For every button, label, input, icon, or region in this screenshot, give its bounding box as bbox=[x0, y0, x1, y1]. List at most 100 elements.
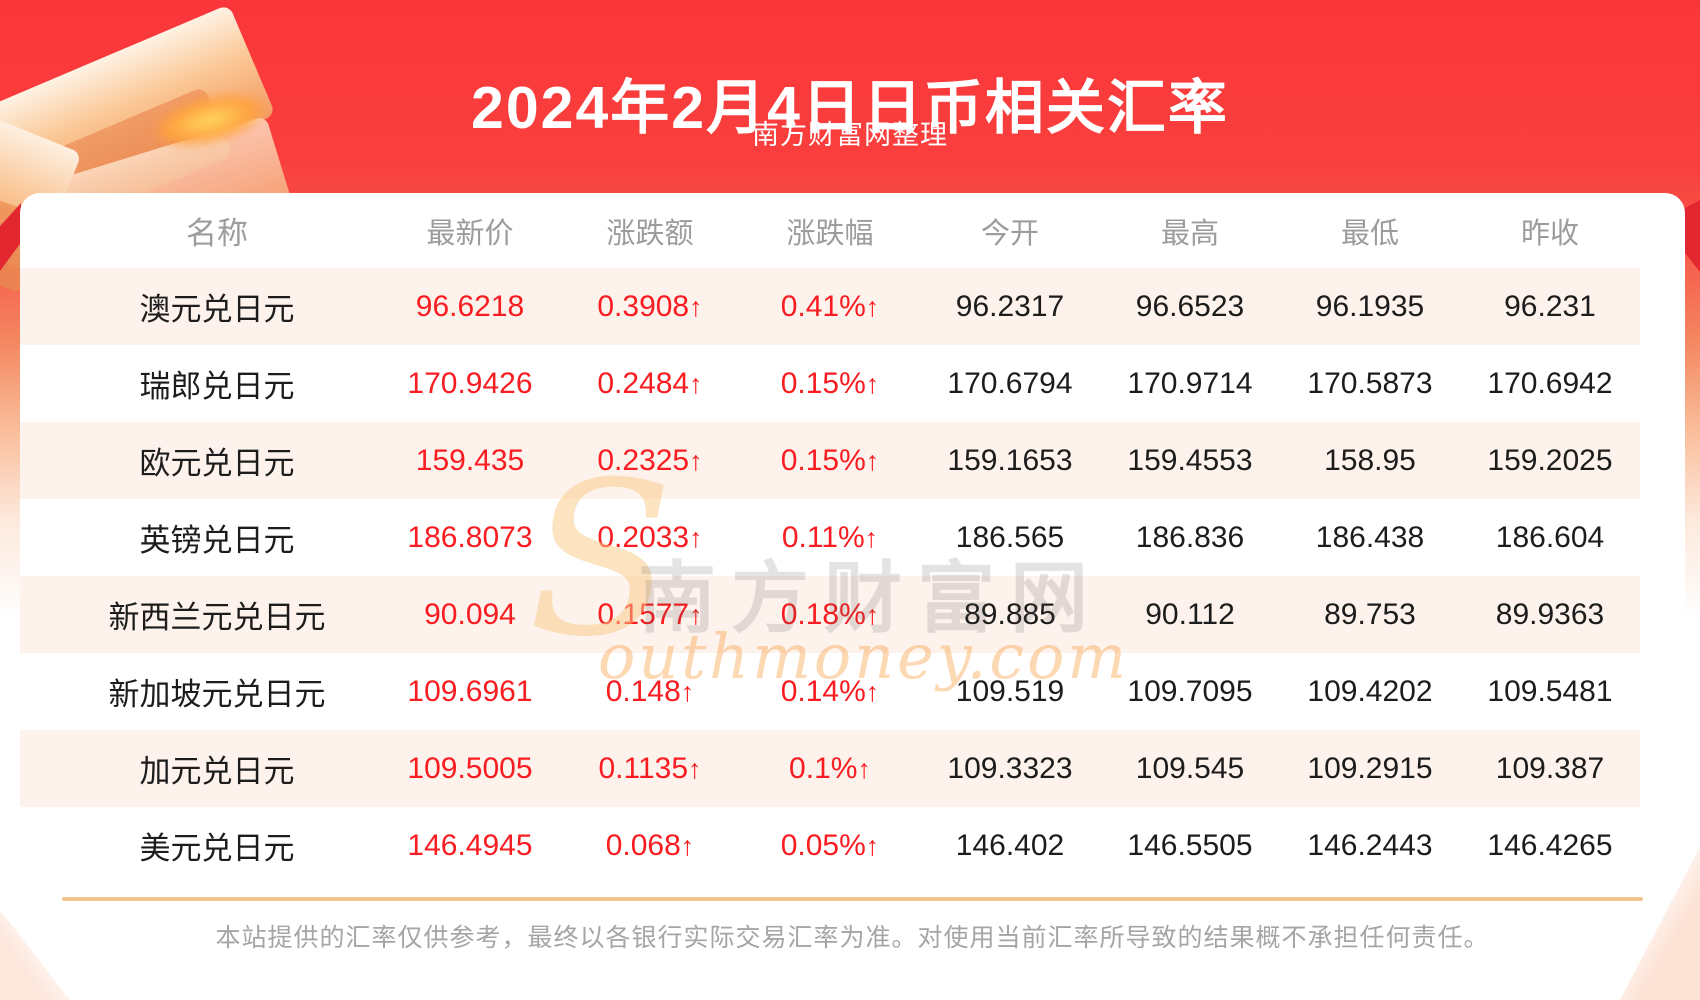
up-arrow-icon: ↑ bbox=[688, 753, 702, 784]
cell-prev-close: 96.231 bbox=[1460, 268, 1640, 345]
page-subtitle: 南方财富网整理 bbox=[752, 120, 948, 150]
cell-change: 0.2484↑ bbox=[597, 366, 703, 400]
column-header: 涨跌额 bbox=[606, 217, 694, 250]
cell-last: 159.435 bbox=[380, 422, 560, 499]
cell-high: 186.836 bbox=[1135, 520, 1245, 554]
column-header: 最新价 bbox=[426, 217, 514, 250]
cell-name: 美元兑日元 bbox=[139, 831, 295, 866]
red-ribbon-right bbox=[1684, 200, 1700, 272]
cell-prev-close: 89.9363 bbox=[1460, 576, 1640, 653]
cell-low: 158.95 bbox=[1280, 422, 1460, 499]
up-arrow-icon: ↑ bbox=[865, 368, 880, 399]
up-arrow-icon: ↑ bbox=[865, 445, 880, 476]
cell-low: 96.1935 bbox=[1280, 268, 1460, 345]
cell-high: 90.112 bbox=[1100, 576, 1280, 653]
up-arrow-icon: ↑ bbox=[864, 522, 879, 553]
cell-change: 0.1135↑ bbox=[560, 730, 740, 807]
table-row: 欧元兑日元 159.435 0.2325↑ 0.15%↑ 159.1653 159.455… bbox=[20, 422, 1640, 499]
column-header: 名称 bbox=[186, 216, 248, 251]
rates-table-card: 名称 最新价 涨跌额 涨跌幅 今开 最高 最低 昨收 澳元兑日元 96.6218 0.3908↑ 0… bbox=[20, 193, 1685, 1000]
cell-change-pct: 0.41%↑ bbox=[740, 268, 920, 345]
table-row: 英镑兑日元 186.8073 0.2033↑ 0.11%↑ 186.565 186.836… bbox=[20, 499, 1640, 576]
rates-table: 名称 最新价 涨跌额 涨跌幅 今开 最高 最低 昨收 澳元兑日元 96.6218 0.3908↑ 0… bbox=[20, 193, 1640, 884]
table-header-row: 名称 最新价 涨跌额 涨跌幅 今开 最高 最低 昨收 bbox=[20, 193, 1640, 268]
cell-last: 186.8073 bbox=[407, 520, 533, 554]
cell-name: 瑞郎兑日元 bbox=[139, 369, 295, 404]
cell-last: 170.9426 bbox=[407, 366, 533, 400]
cell-change-pct: 0.18%↑ bbox=[740, 576, 920, 653]
cell-last: 146.4945 bbox=[407, 828, 533, 862]
table-row: 新西兰元兑日元 90.094 0.1577↑ 0.18%↑ 89.885 90.112 89… bbox=[20, 576, 1640, 653]
up-arrow-icon: ↑ bbox=[857, 753, 871, 784]
cell-name: 英镑兑日元 bbox=[139, 523, 295, 558]
cell-prev-close: 109.387 bbox=[1460, 730, 1640, 807]
cell-change-pct: 0.14%↑ bbox=[780, 674, 880, 708]
cell-high: 96.6523 bbox=[1100, 268, 1280, 345]
column-header: 最低 bbox=[1340, 217, 1399, 250]
cell-open: 89.885 bbox=[920, 576, 1100, 653]
up-arrow-icon: ↑ bbox=[689, 291, 703, 322]
table-row: 澳元兑日元 96.6218 0.3908↑ 0.41%↑ 96.2317 96.6523 9… bbox=[20, 268, 1640, 345]
cell-name: 新加坡元兑日元 bbox=[108, 677, 326, 712]
cell-change: 0.2325↑ bbox=[560, 422, 740, 499]
table-row: 新加坡元兑日元 109.6961 0.148↑ 0.14%↑ 109.519 109.70… bbox=[20, 653, 1640, 730]
cell-change-pct: 0.11%↑ bbox=[781, 520, 879, 554]
cell-open: 186.565 bbox=[955, 520, 1065, 554]
table-body: 澳元兑日元 96.6218 0.3908↑ 0.41%↑ 96.2317 96.6523 9… bbox=[20, 268, 1640, 884]
cell-prev-close: 186.604 bbox=[1495, 520, 1605, 554]
cell-open: 170.6794 bbox=[947, 366, 1073, 400]
cell-low: 170.5873 bbox=[1307, 366, 1433, 400]
cell-change-pct: 0.15%↑ bbox=[780, 366, 880, 400]
cell-last: 109.5005 bbox=[380, 730, 560, 807]
cell-prev-close: 146.4265 bbox=[1487, 828, 1613, 862]
up-arrow-icon: ↑ bbox=[680, 676, 695, 707]
up-arrow-icon: ↑ bbox=[689, 522, 703, 553]
cell-last: 96.6218 bbox=[380, 268, 560, 345]
up-arrow-icon: ↑ bbox=[689, 368, 703, 399]
table-row: 美元兑日元 146.4945 0.068↑ 0.05%↑ 146.402 146.5505… bbox=[20, 807, 1640, 884]
cell-change: 0.2033↑ bbox=[597, 520, 703, 554]
table-row: 加元兑日元 109.5005 0.1135↑ 0.1%↑ 109.3323 109.545… bbox=[20, 730, 1640, 807]
cell-change: 0.068↑ bbox=[605, 828, 695, 862]
cell-prev-close: 109.5481 bbox=[1487, 674, 1613, 708]
cell-change-pct: 0.15%↑ bbox=[740, 422, 920, 499]
cell-open: 146.402 bbox=[955, 828, 1065, 862]
cell-last: 90.094 bbox=[380, 576, 560, 653]
cell-high: 146.5505 bbox=[1127, 828, 1253, 862]
column-header: 昨收 bbox=[1520, 217, 1579, 250]
cell-name: 澳元兑日元 bbox=[20, 268, 380, 345]
cell-open: 109.3323 bbox=[920, 730, 1100, 807]
cell-low: 109.2915 bbox=[1280, 730, 1460, 807]
cell-name: 新西兰元兑日元 bbox=[20, 576, 380, 653]
column-header: 最高 bbox=[1160, 217, 1219, 250]
up-arrow-icon: ↑ bbox=[865, 599, 880, 630]
cell-high: 170.9714 bbox=[1127, 366, 1253, 400]
table-row: 瑞郎兑日元 170.9426 0.2484↑ 0.15%↑ 170.6794 170.97… bbox=[20, 345, 1640, 422]
up-arrow-icon: ↑ bbox=[865, 830, 880, 861]
cell-open: 159.1653 bbox=[920, 422, 1100, 499]
cell-change: 0.1577↑ bbox=[560, 576, 740, 653]
up-arrow-icon: ↑ bbox=[689, 445, 703, 476]
cell-last: 109.6961 bbox=[407, 674, 533, 708]
disclaimer-text: 本站提供的汇率仅供参考，最终以各银行实际交易汇率为准。对使用当前汇率所导致的结果… bbox=[215, 924, 1490, 952]
cell-name: 加元兑日元 bbox=[20, 730, 380, 807]
page-title: 2024年2月4日日币相关汇率 bbox=[471, 74, 1229, 141]
cell-low: 109.4202 bbox=[1307, 674, 1433, 708]
up-arrow-icon: ↑ bbox=[865, 291, 880, 322]
cell-prev-close: 170.6942 bbox=[1487, 366, 1613, 400]
cell-change-pct: 0.05%↑ bbox=[780, 828, 880, 862]
column-header: 今开 bbox=[980, 217, 1039, 250]
cell-name: 欧元兑日元 bbox=[20, 422, 380, 499]
cell-open: 109.519 bbox=[955, 674, 1065, 708]
cell-prev-close: 159.2025 bbox=[1460, 422, 1640, 499]
cell-low: 146.2443 bbox=[1307, 828, 1433, 862]
cell-open: 96.2317 bbox=[920, 268, 1100, 345]
up-arrow-icon: ↑ bbox=[689, 599, 703, 630]
cell-change: 0.148↑ bbox=[605, 674, 695, 708]
up-arrow-icon: ↑ bbox=[680, 830, 695, 861]
up-arrow-icon: ↑ bbox=[865, 676, 880, 707]
cell-low: 89.753 bbox=[1280, 576, 1460, 653]
cell-low: 186.438 bbox=[1315, 520, 1425, 554]
cell-change: 0.3908↑ bbox=[560, 268, 740, 345]
cell-change-pct: 0.1%↑ bbox=[740, 730, 920, 807]
